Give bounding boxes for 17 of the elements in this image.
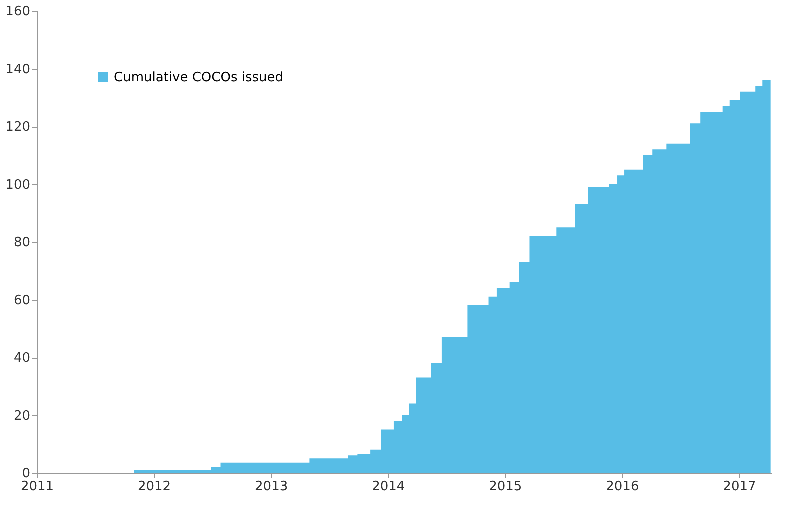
y-tick-label: 100 [6,178,30,193]
x-tick-label: 2011 [20,480,54,494]
x-tick-label: 2015 [489,480,522,494]
y-tick-label: 120 [6,120,30,135]
x-tick-label: 2013 [255,480,288,494]
y-tick-label: 80 [14,236,30,250]
x-tick-label: 2012 [138,480,172,494]
y-tick-label: 60 [14,293,30,308]
y-tick-label: 20 [14,408,30,424]
x-tick-label: 2014 [372,480,406,494]
y-tick-label: 40 [14,351,30,366]
y-tick-label: 160 [6,4,30,20]
x-tick-label: 2017 [723,480,756,494]
y-tick-label: 0 [22,466,30,482]
x-tick-label: 2016 [606,480,640,494]
legend-label: Cumulative COCOs issued [114,70,284,86]
y-tick-label: 140 [6,62,30,78]
